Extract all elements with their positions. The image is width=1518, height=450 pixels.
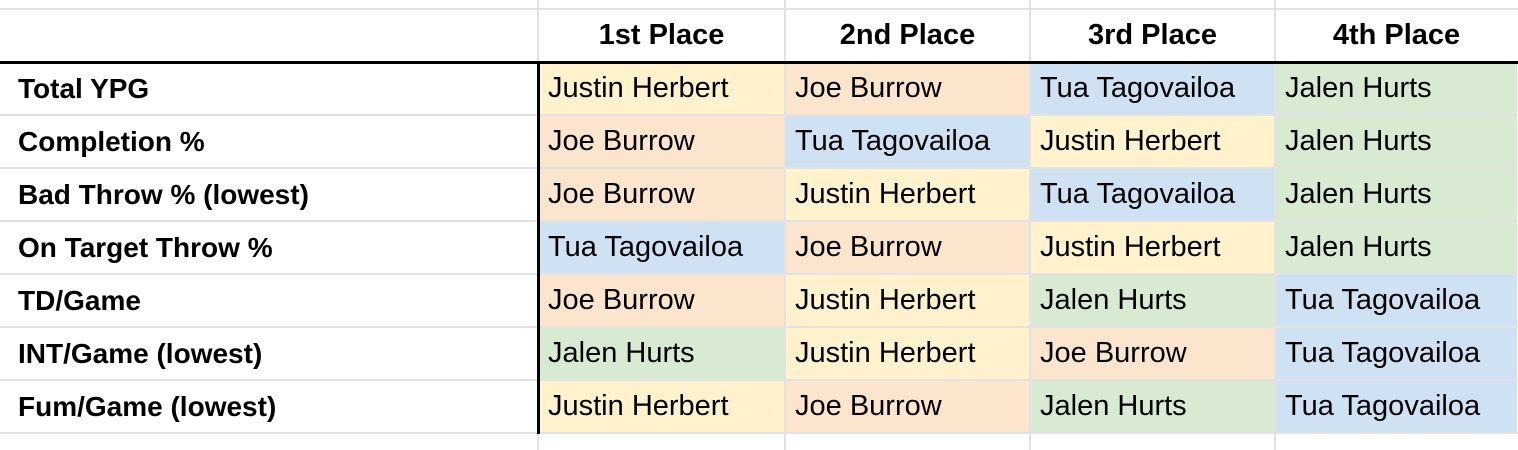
row-label[interactable]: INT/Game (lowest) xyxy=(0,328,536,379)
ranking-cell[interactable]: Joe Burrow xyxy=(539,275,784,326)
corner-cell[interactable] xyxy=(0,10,536,61)
ranking-cell[interactable]: Tua Tagovailoa xyxy=(1031,63,1274,114)
column-header[interactable]: 1st Place xyxy=(539,10,784,61)
grid-column-divider xyxy=(1274,0,1276,450)
ranking-cell[interactable]: Joe Burrow xyxy=(1031,328,1274,379)
ranking-cell[interactable]: Jalen Hurts xyxy=(1031,381,1274,432)
ranking-cell[interactable]: Justin Herbert xyxy=(786,275,1029,326)
grid-column-divider xyxy=(784,0,786,450)
label-column-border xyxy=(537,61,540,434)
ranking-cell[interactable]: Tua Tagovailoa xyxy=(1276,275,1517,326)
grid-row-divider xyxy=(0,220,1518,222)
grid-row-divider xyxy=(0,432,1518,434)
ranking-cell[interactable]: Joe Burrow xyxy=(786,222,1029,273)
column-header[interactable]: 2nd Place xyxy=(786,10,1029,61)
ranking-cell[interactable]: Jalen Hurts xyxy=(1276,63,1517,114)
ranking-cell[interactable]: Tua Tagovailoa xyxy=(1031,169,1274,220)
ranking-cell[interactable]: Justin Herbert xyxy=(539,63,784,114)
ranking-cell[interactable]: Justin Herbert xyxy=(786,169,1029,220)
column-header[interactable]: 3rd Place xyxy=(1031,10,1274,61)
grid-row-divider xyxy=(0,8,1518,10)
grid-row-divider xyxy=(0,326,1518,328)
ranking-cell[interactable]: Joe Burrow xyxy=(539,169,784,220)
grid-row-divider xyxy=(0,167,1518,169)
ranking-cell[interactable]: Joe Burrow xyxy=(786,381,1029,432)
row-label[interactable]: Completion % xyxy=(0,116,536,167)
ranking-cell[interactable]: Tua Tagovailoa xyxy=(539,222,784,273)
ranking-cell[interactable]: Jalen Hurts xyxy=(1276,116,1517,167)
row-label[interactable]: On Target Throw % xyxy=(0,222,536,273)
ranking-cell[interactable]: Jalen Hurts xyxy=(1276,169,1517,220)
ranking-cell[interactable]: Justin Herbert xyxy=(1031,222,1274,273)
grid-row-divider xyxy=(0,273,1518,275)
ranking-cell[interactable]: Joe Burrow xyxy=(786,63,1029,114)
grid-column-divider xyxy=(1029,0,1031,450)
row-label[interactable]: Fum/Game (lowest) xyxy=(0,381,536,432)
grid-row-divider xyxy=(0,379,1518,381)
ranking-cell[interactable]: Justin Herbert xyxy=(1031,116,1274,167)
row-label[interactable]: TD/Game xyxy=(0,275,536,326)
grid-row-divider xyxy=(0,114,1518,116)
row-label[interactable]: Total YPG xyxy=(0,63,536,114)
ranking-cell[interactable]: Justin Herbert xyxy=(539,381,784,432)
ranking-cell[interactable]: Jalen Hurts xyxy=(1031,275,1274,326)
header-bottom-border xyxy=(0,61,1518,64)
ranking-cell[interactable]: Joe Burrow xyxy=(539,116,784,167)
ranking-cell[interactable]: Tua Tagovailoa xyxy=(1276,328,1517,379)
ranking-cell[interactable]: Jalen Hurts xyxy=(539,328,784,379)
row-label[interactable]: Bad Throw % (lowest) xyxy=(0,169,536,220)
ranking-cell[interactable]: Tua Tagovailoa xyxy=(1276,381,1517,432)
ranking-cell[interactable]: Jalen Hurts xyxy=(1276,222,1517,273)
ranking-cell[interactable]: Justin Herbert xyxy=(786,328,1029,379)
ranking-cell[interactable]: Tua Tagovailoa xyxy=(786,116,1029,167)
column-header[interactable]: 4th Place xyxy=(1276,10,1517,61)
